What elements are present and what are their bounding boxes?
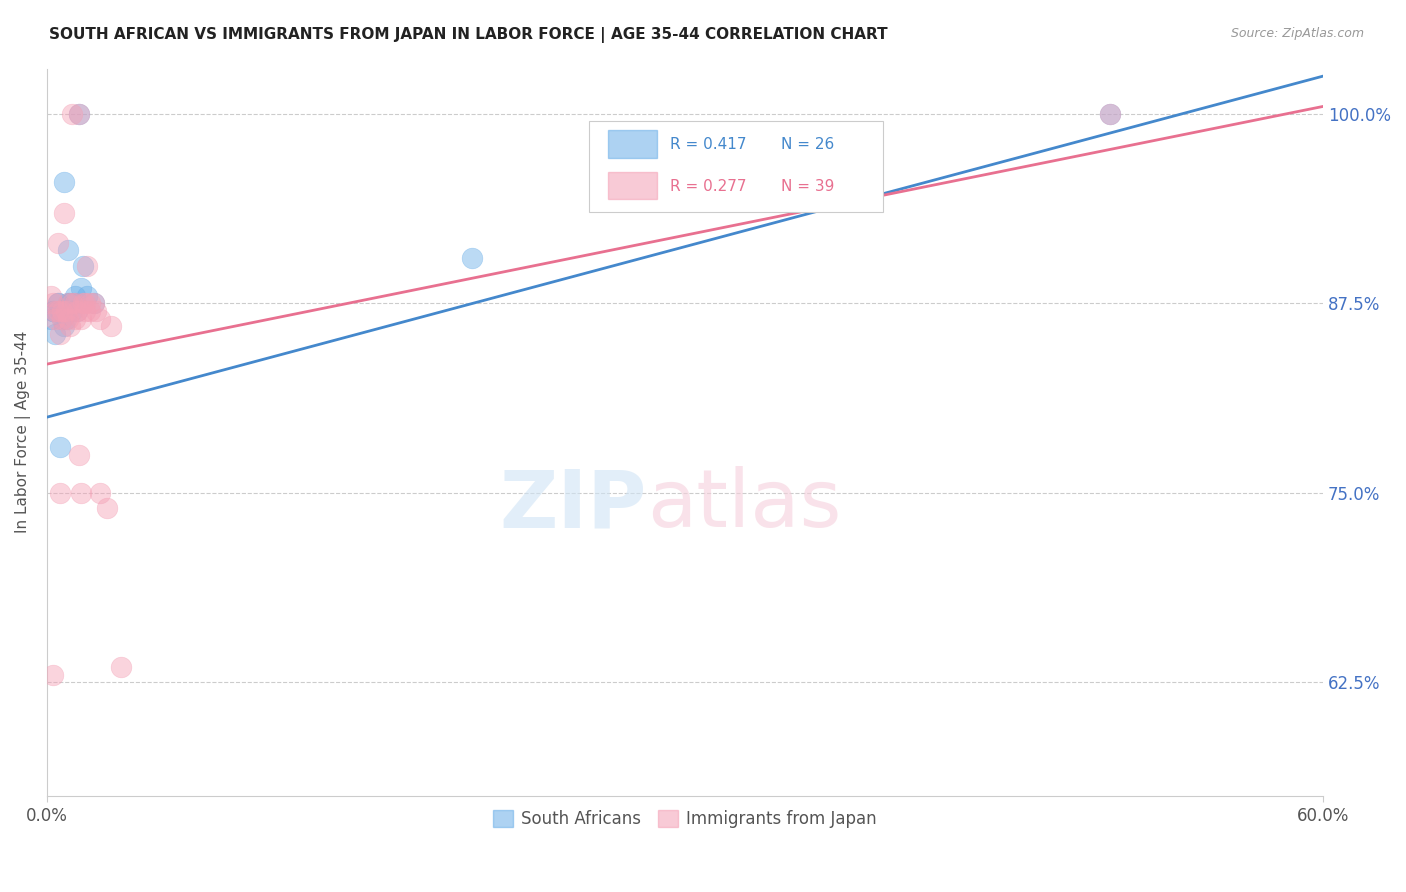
- Text: atlas: atlas: [647, 466, 841, 544]
- Point: [42, 304, 65, 318]
- Point: [96, 501, 118, 516]
- Point: [63, 296, 86, 310]
- Text: N = 39: N = 39: [780, 179, 834, 194]
- Point: [44, 326, 66, 341]
- Point: [63, 289, 86, 303]
- Text: N = 26: N = 26: [780, 137, 834, 153]
- Point: [63, 296, 86, 310]
- Point: [55, 311, 77, 326]
- Point: [44, 311, 66, 326]
- Point: [83, 296, 105, 310]
- Point: [79, 304, 101, 318]
- Point: [59, 296, 82, 310]
- Point: [58, 311, 80, 326]
- Point: [58, 296, 80, 310]
- Point: [39, 289, 62, 303]
- Point: [48, 441, 70, 455]
- Point: [100, 319, 122, 334]
- Point: [46, 304, 69, 318]
- Point: [62, 304, 84, 318]
- Point: [1099, 107, 1122, 121]
- Point: [72, 296, 94, 310]
- Point: [62, 296, 84, 310]
- Point: [76, 289, 98, 303]
- Point: [67, 107, 90, 121]
- Point: [110, 660, 132, 674]
- Point: [42, 668, 65, 682]
- Point: [72, 259, 94, 273]
- Y-axis label: In Labor Force | Age 35-44: In Labor Force | Age 35-44: [15, 331, 31, 533]
- Point: [66, 304, 89, 318]
- Point: [53, 175, 76, 189]
- Point: [48, 326, 70, 341]
- Point: [63, 311, 86, 326]
- Point: [67, 448, 90, 462]
- Point: [51, 304, 73, 318]
- Point: [48, 486, 70, 500]
- Point: [51, 311, 73, 326]
- Point: [79, 296, 101, 310]
- Point: [70, 486, 93, 500]
- FancyBboxPatch shape: [609, 130, 657, 158]
- Point: [58, 296, 80, 310]
- Point: [89, 311, 111, 326]
- Text: R = 0.277: R = 0.277: [669, 179, 747, 194]
- Point: [53, 319, 76, 334]
- Text: SOUTH AFRICAN VS IMMIGRANTS FROM JAPAN IN LABOR FORCE | AGE 35-44 CORRELATION CH: SOUTH AFRICAN VS IMMIGRANTS FROM JAPAN I…: [49, 27, 887, 43]
- Text: R = 0.417: R = 0.417: [669, 137, 747, 153]
- Point: [59, 319, 82, 334]
- Point: [46, 296, 69, 310]
- Point: [62, 107, 84, 121]
- Point: [55, 304, 77, 318]
- Point: [70, 281, 93, 295]
- FancyBboxPatch shape: [589, 121, 883, 212]
- Point: [1099, 107, 1122, 121]
- Point: [75, 296, 97, 310]
- Point: [66, 304, 89, 318]
- Point: [48, 304, 70, 318]
- Point: [461, 251, 484, 265]
- Point: [44, 304, 66, 318]
- Point: [89, 486, 111, 500]
- Point: [42, 304, 65, 318]
- FancyBboxPatch shape: [609, 172, 657, 200]
- Legend: South Africans, Immigrants from Japan: South Africans, Immigrants from Japan: [486, 804, 884, 835]
- Point: [67, 107, 90, 121]
- Text: Source: ZipAtlas.com: Source: ZipAtlas.com: [1230, 27, 1364, 40]
- Point: [70, 311, 93, 326]
- Point: [53, 205, 76, 219]
- Point: [51, 311, 73, 326]
- Point: [75, 304, 97, 318]
- Point: [39, 311, 62, 326]
- Point: [58, 244, 80, 258]
- Point: [83, 296, 105, 310]
- Point: [46, 296, 69, 310]
- Point: [76, 259, 98, 273]
- Point: [42, 296, 65, 310]
- Point: [84, 304, 107, 318]
- Point: [46, 235, 69, 250]
- Text: ZIP: ZIP: [499, 466, 647, 544]
